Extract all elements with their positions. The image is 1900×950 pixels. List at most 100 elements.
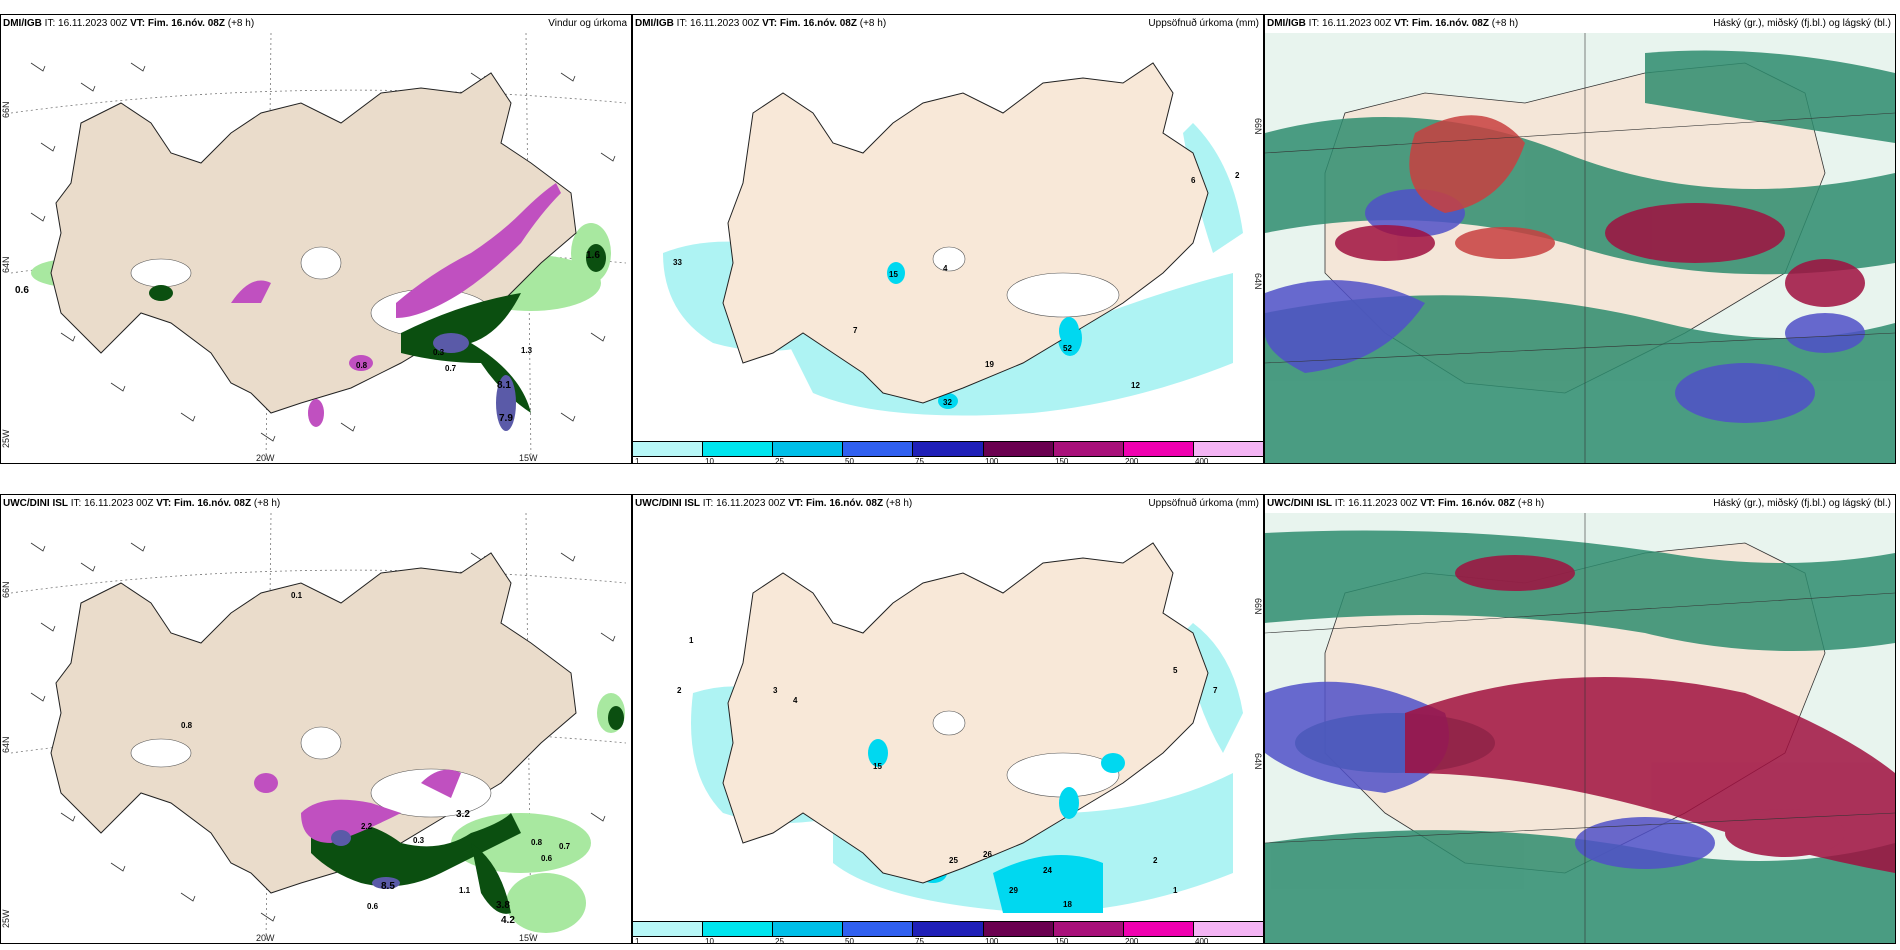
model-name: DMI/IGB	[3, 18, 42, 29]
colorbar-tick-label: 400	[1195, 457, 1209, 464]
map-area: 66N 64N 33 15 4 7 19 52 32 12 6 2	[633, 33, 1263, 439]
precip-map-svg: 66N 64N 33 15 4 7 19 52 32 12 6 2	[663, 62, 1263, 416]
precip-value: 1.1	[459, 886, 471, 895]
colorbar-cell	[703, 442, 774, 456]
valid-time-label: VT:	[156, 498, 172, 509]
precip-values: 1 2 3 4 5 7 15 25 26 29 24 18 2 1	[677, 636, 1218, 909]
colorbar-ticks: 1 10 25 50 75 100 150 200 400	[633, 937, 1263, 944]
init-time-label: IT:	[1308, 18, 1320, 29]
colorbar-cells	[633, 441, 1263, 457]
map-area: 66N 64N 25W 20W 15W 0.6 1.6 8.1 7.9 0.3 …	[1, 33, 631, 463]
precip-value: 0.3	[413, 836, 425, 845]
precip-value: 2.2	[361, 822, 373, 831]
precip-colorbar: 1 10 25 50 75 100 150 200 400	[633, 921, 1263, 944]
init-time: 16.11.2023 00Z	[690, 18, 760, 29]
valid-time: Fim. 16.nóv. 08Z	[1438, 498, 1516, 509]
colorbar-tick-label: 10	[705, 937, 714, 944]
precip-value: 3.8	[496, 900, 510, 911]
panel-title: Háský (gr.), miðský (fj.bl.) og lágský (…	[1713, 498, 1891, 509]
panel-title: Uppsöfnuð úrkoma (mm)	[1148, 498, 1259, 509]
precip-values: 33 15 4 7 19 52 32 12 6 2	[673, 171, 1240, 407]
precip-value: 2	[677, 686, 682, 695]
colorbar-cell	[633, 922, 704, 936]
valid-time: Fim. 16.nóv. 08Z	[779, 18, 857, 29]
axis-labels: 66N 64N 25W 20W 15W	[1, 581, 538, 943]
panel-uwc-precip: UWC/DINI ISL IT: 16.11.2023 00Z VT: Fim.…	[632, 494, 1264, 944]
valid-time-label: VT:	[762, 18, 778, 29]
wind-map-svg: 66N 64N 25W 20W 15W 0.1 0.8 2.2 8.5 3.2 …	[1, 513, 627, 943]
precip-heavy	[254, 706, 624, 914]
colorbar-cell	[1193, 442, 1263, 456]
init-time: 16.11.2023 00Z	[1322, 18, 1392, 29]
lon-label: 15W	[519, 453, 538, 463]
colorbar-tick-label: 10	[705, 457, 714, 464]
precip-value: 15	[889, 270, 898, 279]
precip-value: 1	[1173, 886, 1178, 895]
cloud-map-svg	[1265, 33, 1895, 463]
valid-time-label: VT:	[1420, 498, 1436, 509]
model-name: DMI/IGB	[635, 18, 674, 29]
colorbar-tick-label: 400	[1195, 937, 1209, 944]
colorbar-cell	[1123, 922, 1194, 936]
valid-time: Fim. 16.nóv. 08Z	[806, 498, 884, 509]
colorbar-cell	[1053, 442, 1124, 456]
panel-header: UWC/DINI ISL IT: 16.11.2023 00Z VT: Fim.…	[1, 495, 631, 513]
precip-mid-land	[868, 739, 1125, 819]
cloud-mid	[1265, 681, 1715, 869]
precip-value: 1	[689, 636, 694, 645]
init-time: 16.11.2023 00Z	[716, 498, 786, 509]
colorbar-tick-label: 200	[1125, 457, 1139, 464]
colorbar-tick-label: 50	[845, 937, 854, 944]
precip-value: 32	[943, 398, 952, 407]
panel-header: UWC/DINI ISL IT: 16.11.2023 00Z VT: Fim.…	[633, 495, 1263, 513]
colorbar-cell	[1053, 922, 1124, 936]
colorbar-tick-label: 150	[1055, 937, 1069, 944]
precip-value: 2	[1235, 171, 1240, 180]
init-time: 16.11.2023 00Z	[1348, 498, 1418, 509]
contours	[1265, 513, 1895, 943]
lat-label: 66N	[1, 581, 11, 598]
iceland-landmass	[722, 542, 1209, 884]
colorbar-cell	[983, 442, 1054, 456]
precip-value: 7	[853, 326, 858, 335]
lon-label: 20W	[256, 453, 275, 463]
panel-uwc-cloud: UWC/DINI ISL IT: 16.11.2023 00Z VT: Fim.…	[1264, 494, 1896, 944]
panel-header: UWC/DINI ISL IT: 16.11.2023 00Z VT: Fim.…	[1265, 495, 1895, 513]
precip-values: 0.6 1.6 8.1 7.9 0.3 0.7 0.8 1.3	[15, 250, 600, 424]
colorbar-cell	[1123, 442, 1194, 456]
colorbar-cell	[773, 442, 844, 456]
precip-value: 1.3	[521, 346, 533, 355]
axis-labels: 66N 64N	[1253, 598, 1263, 770]
valid-time: Fim. 16.nóv. 08Z	[147, 18, 225, 29]
colorbar-cell	[843, 442, 914, 456]
precip-value: 12	[1131, 381, 1140, 390]
colorbar-tick-label: 25	[775, 937, 784, 944]
colorbar-cells	[633, 921, 1263, 937]
precip-value: 0.3	[433, 348, 445, 357]
colorbar-tick-label: 1	[635, 937, 640, 944]
precip-value: 0.7	[559, 842, 571, 851]
precip-value: 25	[949, 856, 958, 865]
colorbar-cell	[913, 922, 984, 936]
model-name: DMI/IGB	[1267, 18, 1306, 29]
panel-title: Háský (gr.), miðský (fj.bl.) og lágský (…	[1713, 18, 1891, 29]
glaciers	[932, 710, 1120, 798]
colorbar-tick-label: 75	[915, 937, 924, 944]
precip-value: 26	[983, 850, 992, 859]
precip-value: 8.1	[497, 380, 511, 391]
panel-dmi-wind: DMI/IGB IT: 16.11.2023 00Z VT: Fim. 16.n…	[0, 14, 632, 464]
precip-value: 3	[773, 686, 778, 695]
precip-value: 24	[1043, 866, 1052, 875]
glaciers	[932, 246, 1120, 318]
precip-value: 8.5	[381, 881, 395, 892]
precip-value: 15	[873, 762, 882, 771]
cloud-low	[1405, 555, 1895, 873]
lat-label: 64N	[1, 736, 11, 753]
lat-label: 66N	[1253, 118, 1263, 135]
lon-label-side: 25W	[1, 909, 11, 928]
precip-colorbar: 1 10 25 50 75 100 150 200 400	[633, 441, 1263, 464]
precip-value: 0.8	[181, 721, 193, 730]
precip-value: 7	[1213, 686, 1218, 695]
precip-value: 52	[1063, 344, 1072, 353]
colorbar-tick-label: 100	[985, 937, 999, 944]
